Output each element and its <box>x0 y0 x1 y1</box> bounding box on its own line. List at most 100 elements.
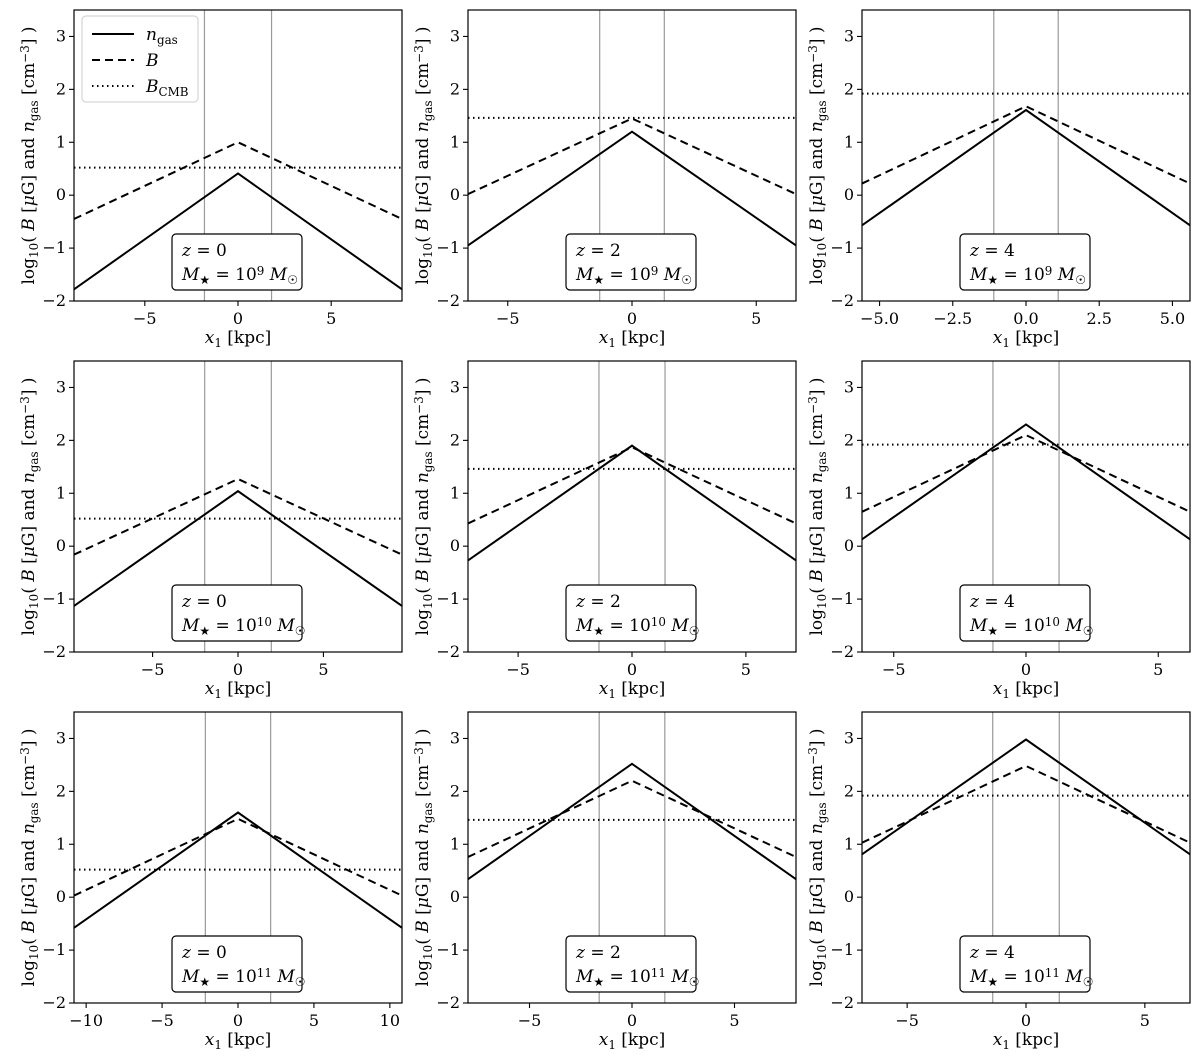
y-tick-label: 1 <box>844 483 854 502</box>
y-tick-label: 2 <box>450 781 460 800</box>
redshift-label: z = 0 <box>181 241 227 261</box>
annotation-box <box>171 584 303 642</box>
y-tick-label: 1 <box>56 132 66 151</box>
y-tick-label: −2 <box>436 291 460 310</box>
x-tick-label: 0 <box>627 1011 637 1030</box>
x-tick-label: 5.0 <box>1160 309 1185 328</box>
x-tick-label: 10 <box>380 1011 400 1030</box>
x-tick-label: −5 <box>895 1011 919 1030</box>
redshift-label: z = 0 <box>181 943 227 963</box>
y-tick-label: 1 <box>844 834 854 853</box>
stellar-mass-label: M★ = 1010 M☉ <box>181 615 305 638</box>
x-axis-label: x1 [kpc] <box>205 1030 272 1052</box>
panel-0-0: −2 −1 0 1 2 3 −5 0 5 x1 [kpc] log10( B [μG] and ng… <box>18 9 403 350</box>
x-tick-label: 5 <box>309 1011 319 1030</box>
x-tick-label: 0 <box>627 309 637 328</box>
y-tick-label: −2 <box>42 642 66 661</box>
y-axis-label: log10( B [μG] and ngas [cm−3] ) <box>806 26 829 284</box>
x-tick-label: 0 <box>233 660 243 679</box>
y-tick-label: −1 <box>830 238 854 257</box>
x-axis-label: x1 [kpc] <box>599 1030 666 1052</box>
series-b-line <box>74 817 402 897</box>
x-tick-label: −5 <box>882 660 906 679</box>
annotation-box <box>959 584 1091 642</box>
annotation-box <box>565 935 697 993</box>
series-n-gas-line <box>74 489 402 607</box>
y-tick-label: 1 <box>844 132 854 151</box>
redshift-label: z = 2 <box>575 592 621 612</box>
panel-0-1: −2 −1 0 1 2 3 −5 0 5 x1 [kpc] log10( B [μG] and ng… <box>412 9 797 350</box>
y-tick-label: 2 <box>844 781 854 800</box>
y-tick-label: 3 <box>56 377 66 396</box>
y-tick-label: −1 <box>42 238 66 257</box>
redshift-label: z = 2 <box>575 943 621 963</box>
redshift-label: z = 2 <box>575 241 621 261</box>
x-tick-label: −5.0 <box>860 309 899 328</box>
y-tick-label: 2 <box>450 79 460 98</box>
x-tick-label: −2.5 <box>933 309 972 328</box>
stellar-mass-label: M★ = 1011 M☉ <box>969 966 1093 989</box>
x-axis-label: x1 [kpc] <box>993 679 1060 701</box>
series-b-line <box>862 433 1190 513</box>
y-tick-label: 2 <box>450 430 460 449</box>
series-n-gas-line <box>862 738 1190 856</box>
redshift-label: z = 4 <box>969 241 1015 261</box>
x-tick-label: −5 <box>141 660 165 679</box>
annotation-box <box>565 584 697 642</box>
y-tick-label: 2 <box>56 79 66 98</box>
series-n-gas-line <box>74 811 402 929</box>
y-tick-label: −1 <box>830 589 854 608</box>
annotation-box <box>959 233 1091 291</box>
y-tick-label: −2 <box>42 291 66 310</box>
y-tick-label: 0 <box>56 185 66 204</box>
legend: ngas B BCMB <box>81 15 199 103</box>
annotation-box <box>565 233 697 291</box>
x-axis-label: x1 [kpc] <box>993 1030 1060 1052</box>
y-tick-label: 1 <box>450 483 460 502</box>
x-tick-label: 0 <box>233 309 243 328</box>
x-tick-label: 5 <box>1140 1011 1150 1030</box>
y-axis-label: log10( B [μG] and ngas [cm−3] ) <box>412 26 435 284</box>
x-tick-label: 5 <box>318 660 328 679</box>
legend-label: B <box>145 51 159 71</box>
x-tick-label: 0 <box>1021 660 1031 679</box>
x-tick-label: 5 <box>1153 660 1163 679</box>
x-tick-label: 0 <box>1021 1011 1031 1030</box>
y-tick-label: −1 <box>42 589 66 608</box>
y-tick-label: −1 <box>42 940 66 959</box>
y-tick-label: 2 <box>56 781 66 800</box>
panel-0-2: −2 −1 0 1 2 3 −5.0 −2.5 0.0 2.5 5.0 x1 [kpc] log10( … <box>806 9 1191 350</box>
y-tick-label: −2 <box>830 291 854 310</box>
y-tick-label: 3 <box>450 728 460 747</box>
series-n-gas-line <box>862 423 1190 541</box>
y-tick-label: −1 <box>436 589 460 608</box>
x-tick-label: 0 <box>627 660 637 679</box>
y-tick-label: 0 <box>844 185 854 204</box>
y-tick-label: 1 <box>56 834 66 853</box>
y-tick-label: 1 <box>450 132 460 151</box>
y-tick-label: −2 <box>436 642 460 661</box>
y-tick-label: 0 <box>56 536 66 555</box>
x-tick-label: −5 <box>518 1011 542 1030</box>
stellar-mass-label: M★ = 1011 M☉ <box>181 966 305 989</box>
redshift-label: z = 0 <box>181 592 227 612</box>
stellar-mass-label: M★ = 109 M☉ <box>181 264 298 287</box>
y-tick-label: 0 <box>450 185 460 204</box>
series-n-gas-line <box>468 762 796 881</box>
x-tick-label: −10 <box>69 1011 103 1030</box>
y-tick-label: 0 <box>844 887 854 906</box>
y-tick-label: 0 <box>450 887 460 906</box>
x-axis-label: x1 [kpc] <box>993 328 1060 350</box>
series-b-line <box>862 764 1190 844</box>
y-tick-label: −2 <box>830 993 854 1012</box>
y-axis-label: log10( B [μG] and ngas [cm−3] ) <box>18 26 41 284</box>
redshift-label: z = 4 <box>969 592 1015 612</box>
y-tick-label: 3 <box>450 26 460 45</box>
y-axis-label: log10( B [μG] and ngas [cm−3] ) <box>18 728 41 986</box>
x-axis-label: x1 [kpc] <box>205 679 272 701</box>
x-tick-label: −5 <box>496 309 520 328</box>
x-tick-label: 5 <box>326 309 336 328</box>
annotation-box <box>959 935 1091 993</box>
y-tick-label: −1 <box>436 238 460 257</box>
